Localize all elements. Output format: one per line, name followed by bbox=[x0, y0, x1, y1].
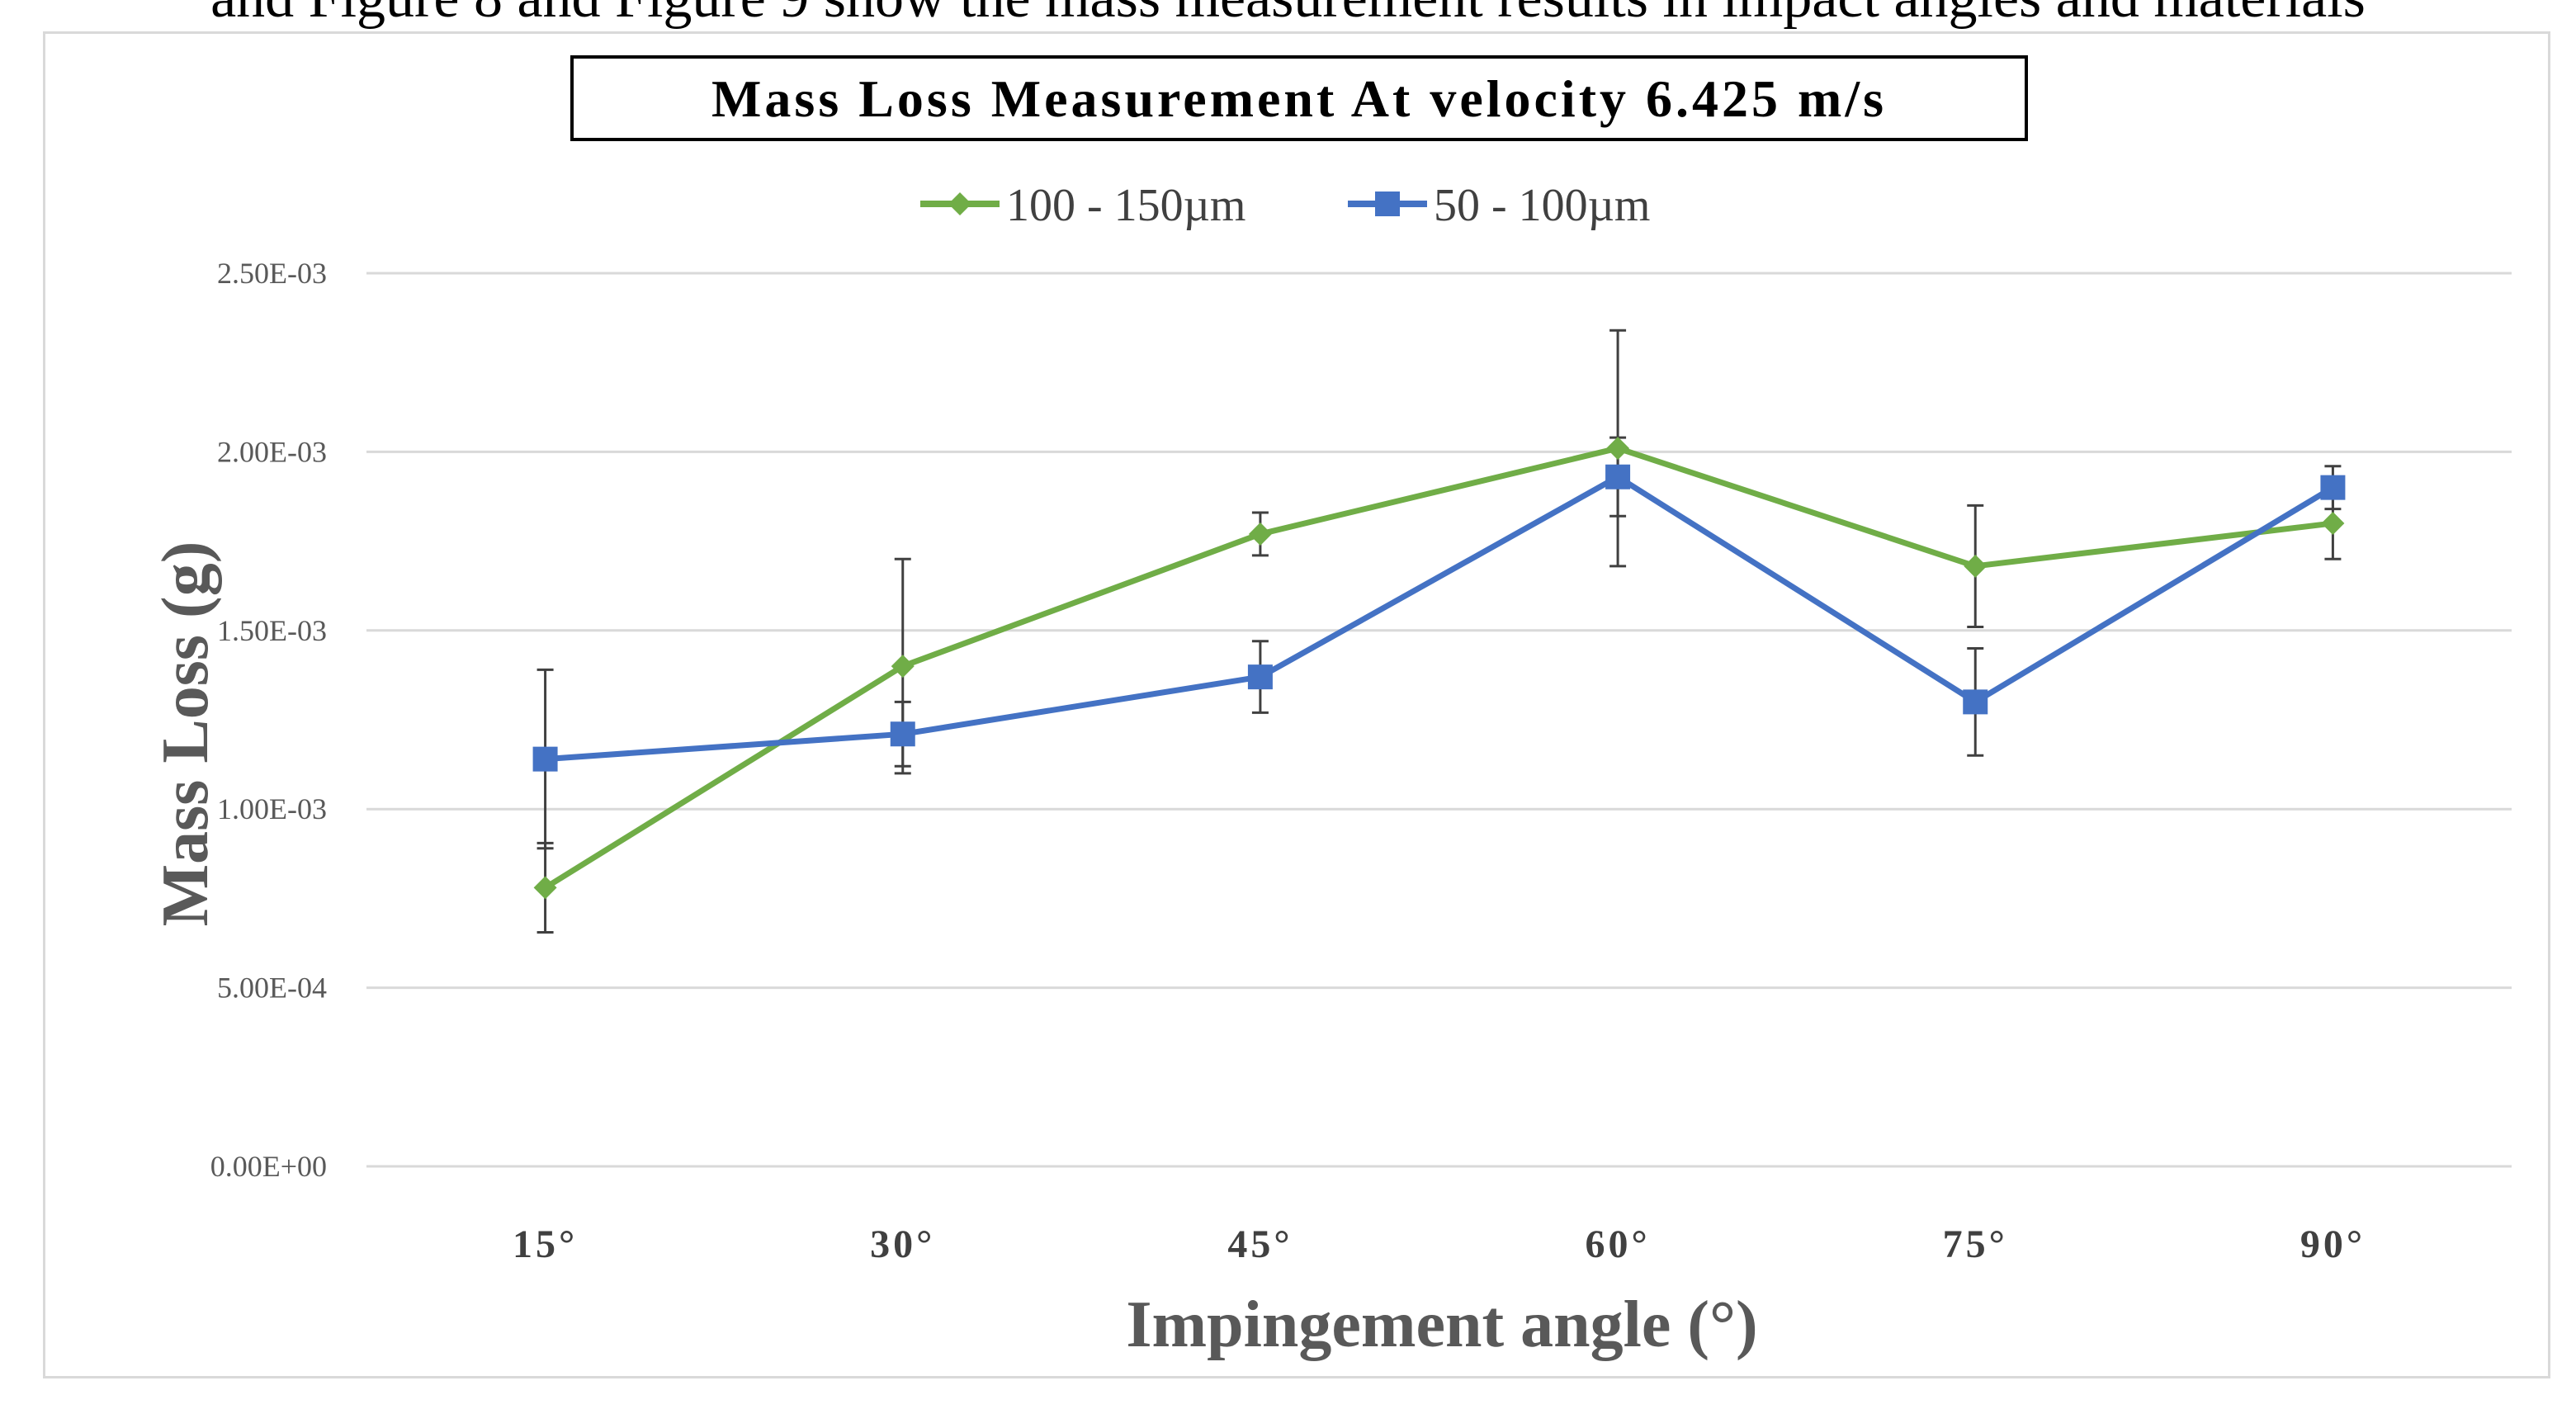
x-tick-label: 60° bbox=[1585, 1222, 1650, 1266]
data-point-square bbox=[1605, 464, 1631, 489]
y-axis-title: Mass Loss (g) bbox=[149, 541, 222, 927]
chart-title: Mass Loss Measurement At velocity 6.425 … bbox=[711, 69, 1887, 128]
chart-frame: Mass Loss Measurement At velocity 6.425 … bbox=[43, 31, 2550, 1378]
data-point-diamond bbox=[1964, 554, 1988, 578]
data-point-square bbox=[890, 721, 915, 747]
data-point-diamond bbox=[1606, 437, 1630, 461]
legend-marker-square bbox=[1375, 192, 1400, 216]
x-tick-label: 30° bbox=[870, 1222, 935, 1266]
chart-title-box bbox=[570, 55, 2028, 141]
x-axis-title: Impingement angle (°) bbox=[1126, 1289, 1757, 1361]
data-point-diamond bbox=[533, 876, 557, 900]
y-tick-label: 1.50E-03 bbox=[217, 614, 327, 647]
legend-item-series-1: 100 - 150µm bbox=[920, 180, 1245, 231]
data-point-square bbox=[2320, 475, 2346, 500]
series-line-2 bbox=[545, 474, 2335, 763]
legend-marker-diamond bbox=[948, 192, 971, 215]
data-point-square bbox=[1247, 664, 1273, 690]
data-point-diamond bbox=[891, 655, 915, 679]
page-caption-text: and Figure 8 and Figure 9 show the mass … bbox=[0, 0, 2576, 31]
x-tick-label: 75° bbox=[1943, 1222, 2008, 1266]
y-tick-label: 5.00E-04 bbox=[217, 972, 327, 1005]
data-point-diamond bbox=[1248, 522, 1272, 546]
y-tick-label: 2.00E-03 bbox=[217, 435, 327, 468]
y-tick-label: 2.50E-03 bbox=[217, 257, 327, 290]
legend: 100 - 150µm 50 - 100µm bbox=[920, 180, 1650, 231]
y-tick-label: 1.00E-03 bbox=[217, 792, 327, 825]
chart-svg: Mass Loss Measurement At velocity 6.425 … bbox=[149, 55, 2512, 1361]
data-point-square bbox=[532, 746, 558, 772]
x-tick-label: 45° bbox=[1227, 1222, 1293, 1266]
data-point-diamond bbox=[2321, 511, 2345, 535]
series-line-1 bbox=[543, 445, 2333, 891]
legend-item-series-2: 50 - 100µm bbox=[1348, 180, 1650, 231]
x-tick-label: 15° bbox=[513, 1222, 578, 1266]
y-tick-label: 0.00E+00 bbox=[210, 1150, 327, 1183]
x-tick-label: 90° bbox=[2300, 1222, 2366, 1266]
data-point-square bbox=[1963, 689, 1988, 715]
legend-label-series-1: 100 - 150µm bbox=[1006, 180, 1245, 231]
legend-label-series-2: 50 - 100µm bbox=[1434, 180, 1650, 231]
